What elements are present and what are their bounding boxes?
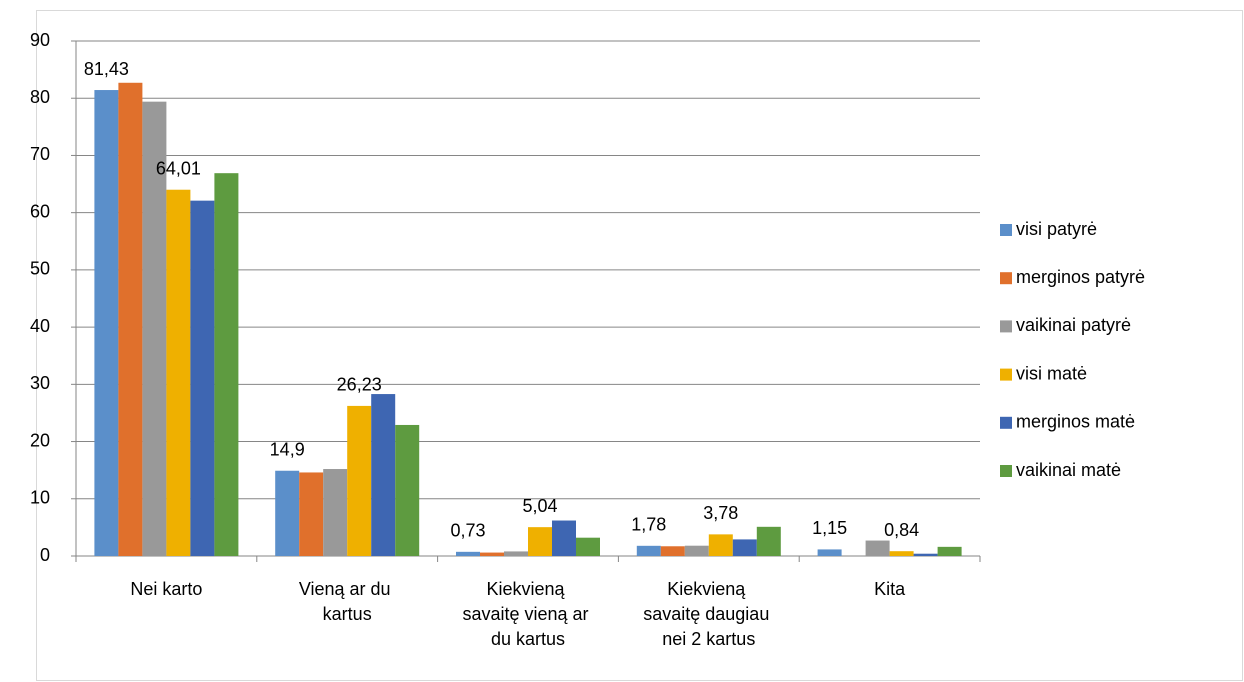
bar [299,472,324,556]
legend-label: vaikinai matė [1016,460,1121,480]
legend-label: merginos patyrė [1016,267,1145,287]
data-label: 14,9 [270,439,305,459]
bar [660,546,685,556]
bar [395,424,420,556]
y-tick-label: 70 [30,144,50,164]
data-label: 5,04 [522,496,557,516]
legend-label: merginos matė [1016,412,1135,432]
bar [94,90,119,557]
bar [708,534,733,556]
bar [913,553,938,556]
bar [732,539,757,556]
bar [166,189,191,556]
y-tick-label: 0 [40,545,50,565]
bar [214,173,239,556]
legend-swatch [1000,224,1012,236]
data-label: 1,15 [812,518,847,538]
bar [480,552,504,556]
y-tick-label: 20 [30,430,50,450]
bar [817,549,842,556]
bar [456,551,480,556]
bar [576,537,600,556]
x-tick-label-line: Kiekvieną [667,579,750,599]
data-label: 81,43 [84,59,129,79]
data-label: 64,01 [156,158,201,178]
x-tick-label: Kita [874,579,906,599]
bar [528,527,552,556]
bar [323,469,348,556]
bar [937,546,962,556]
y-tick-label: 60 [30,201,50,221]
legend-label: vaikinai patyrė [1016,315,1131,335]
data-label: 1,78 [631,515,666,535]
bar [684,545,709,556]
y-tick-label: 90 [30,30,50,50]
data-label: 3,78 [703,503,738,523]
x-tick-label-line: Kita [874,579,906,599]
x-tick-label: Kiekvieną savaitę vieną ar du kartus [462,579,593,649]
bar [552,520,576,556]
data-label: 0,73 [450,521,485,541]
legend-swatch [1000,465,1012,477]
x-tick-label-line: Nei karto [130,579,202,599]
data-label: 26,23 [337,375,382,395]
bar [865,540,890,556]
x-tick-label-line: Vieną ar du [299,579,396,599]
bar [636,545,661,556]
x-tick-label-line: Kiekvieną [486,579,569,599]
bar [190,200,215,556]
bar [889,551,914,556]
x-tick-label: Kiekvieną savaitę daugiau nei 2 kartus [643,579,774,649]
bar [756,526,781,556]
legend-swatch [1000,272,1012,285]
bar [371,394,396,556]
legend-swatch [1000,320,1012,333]
y-tick-label: 80 [30,87,50,107]
bar [118,82,143,557]
y-tick-label: 40 [30,316,50,336]
x-tick-label: Vieną ar du kartus [299,579,396,624]
y-tick-label: 30 [30,373,50,393]
x-tick-label-line: kartus [323,604,372,624]
bar [275,470,300,556]
x-tick-label-line: savaitę vieną ar [462,604,593,624]
bar [504,551,528,556]
y-tick-label: 50 [30,259,50,279]
x-tick-label-line: savaitę daugiau [643,604,774,624]
legend-label: visi matė [1016,363,1087,383]
legend-swatch [1000,368,1012,381]
data-label: 0,84 [884,520,919,540]
legend-label: visi patyrė [1016,219,1097,239]
x-tick-label: Nei karto [130,579,202,599]
x-tick-label-line: du kartus [491,629,565,649]
bar [347,405,372,556]
y-tick-label: 10 [30,488,50,508]
x-tick-label-line: nei 2 kartus [662,629,755,649]
legend-swatch [1000,416,1012,429]
bar [142,101,167,557]
